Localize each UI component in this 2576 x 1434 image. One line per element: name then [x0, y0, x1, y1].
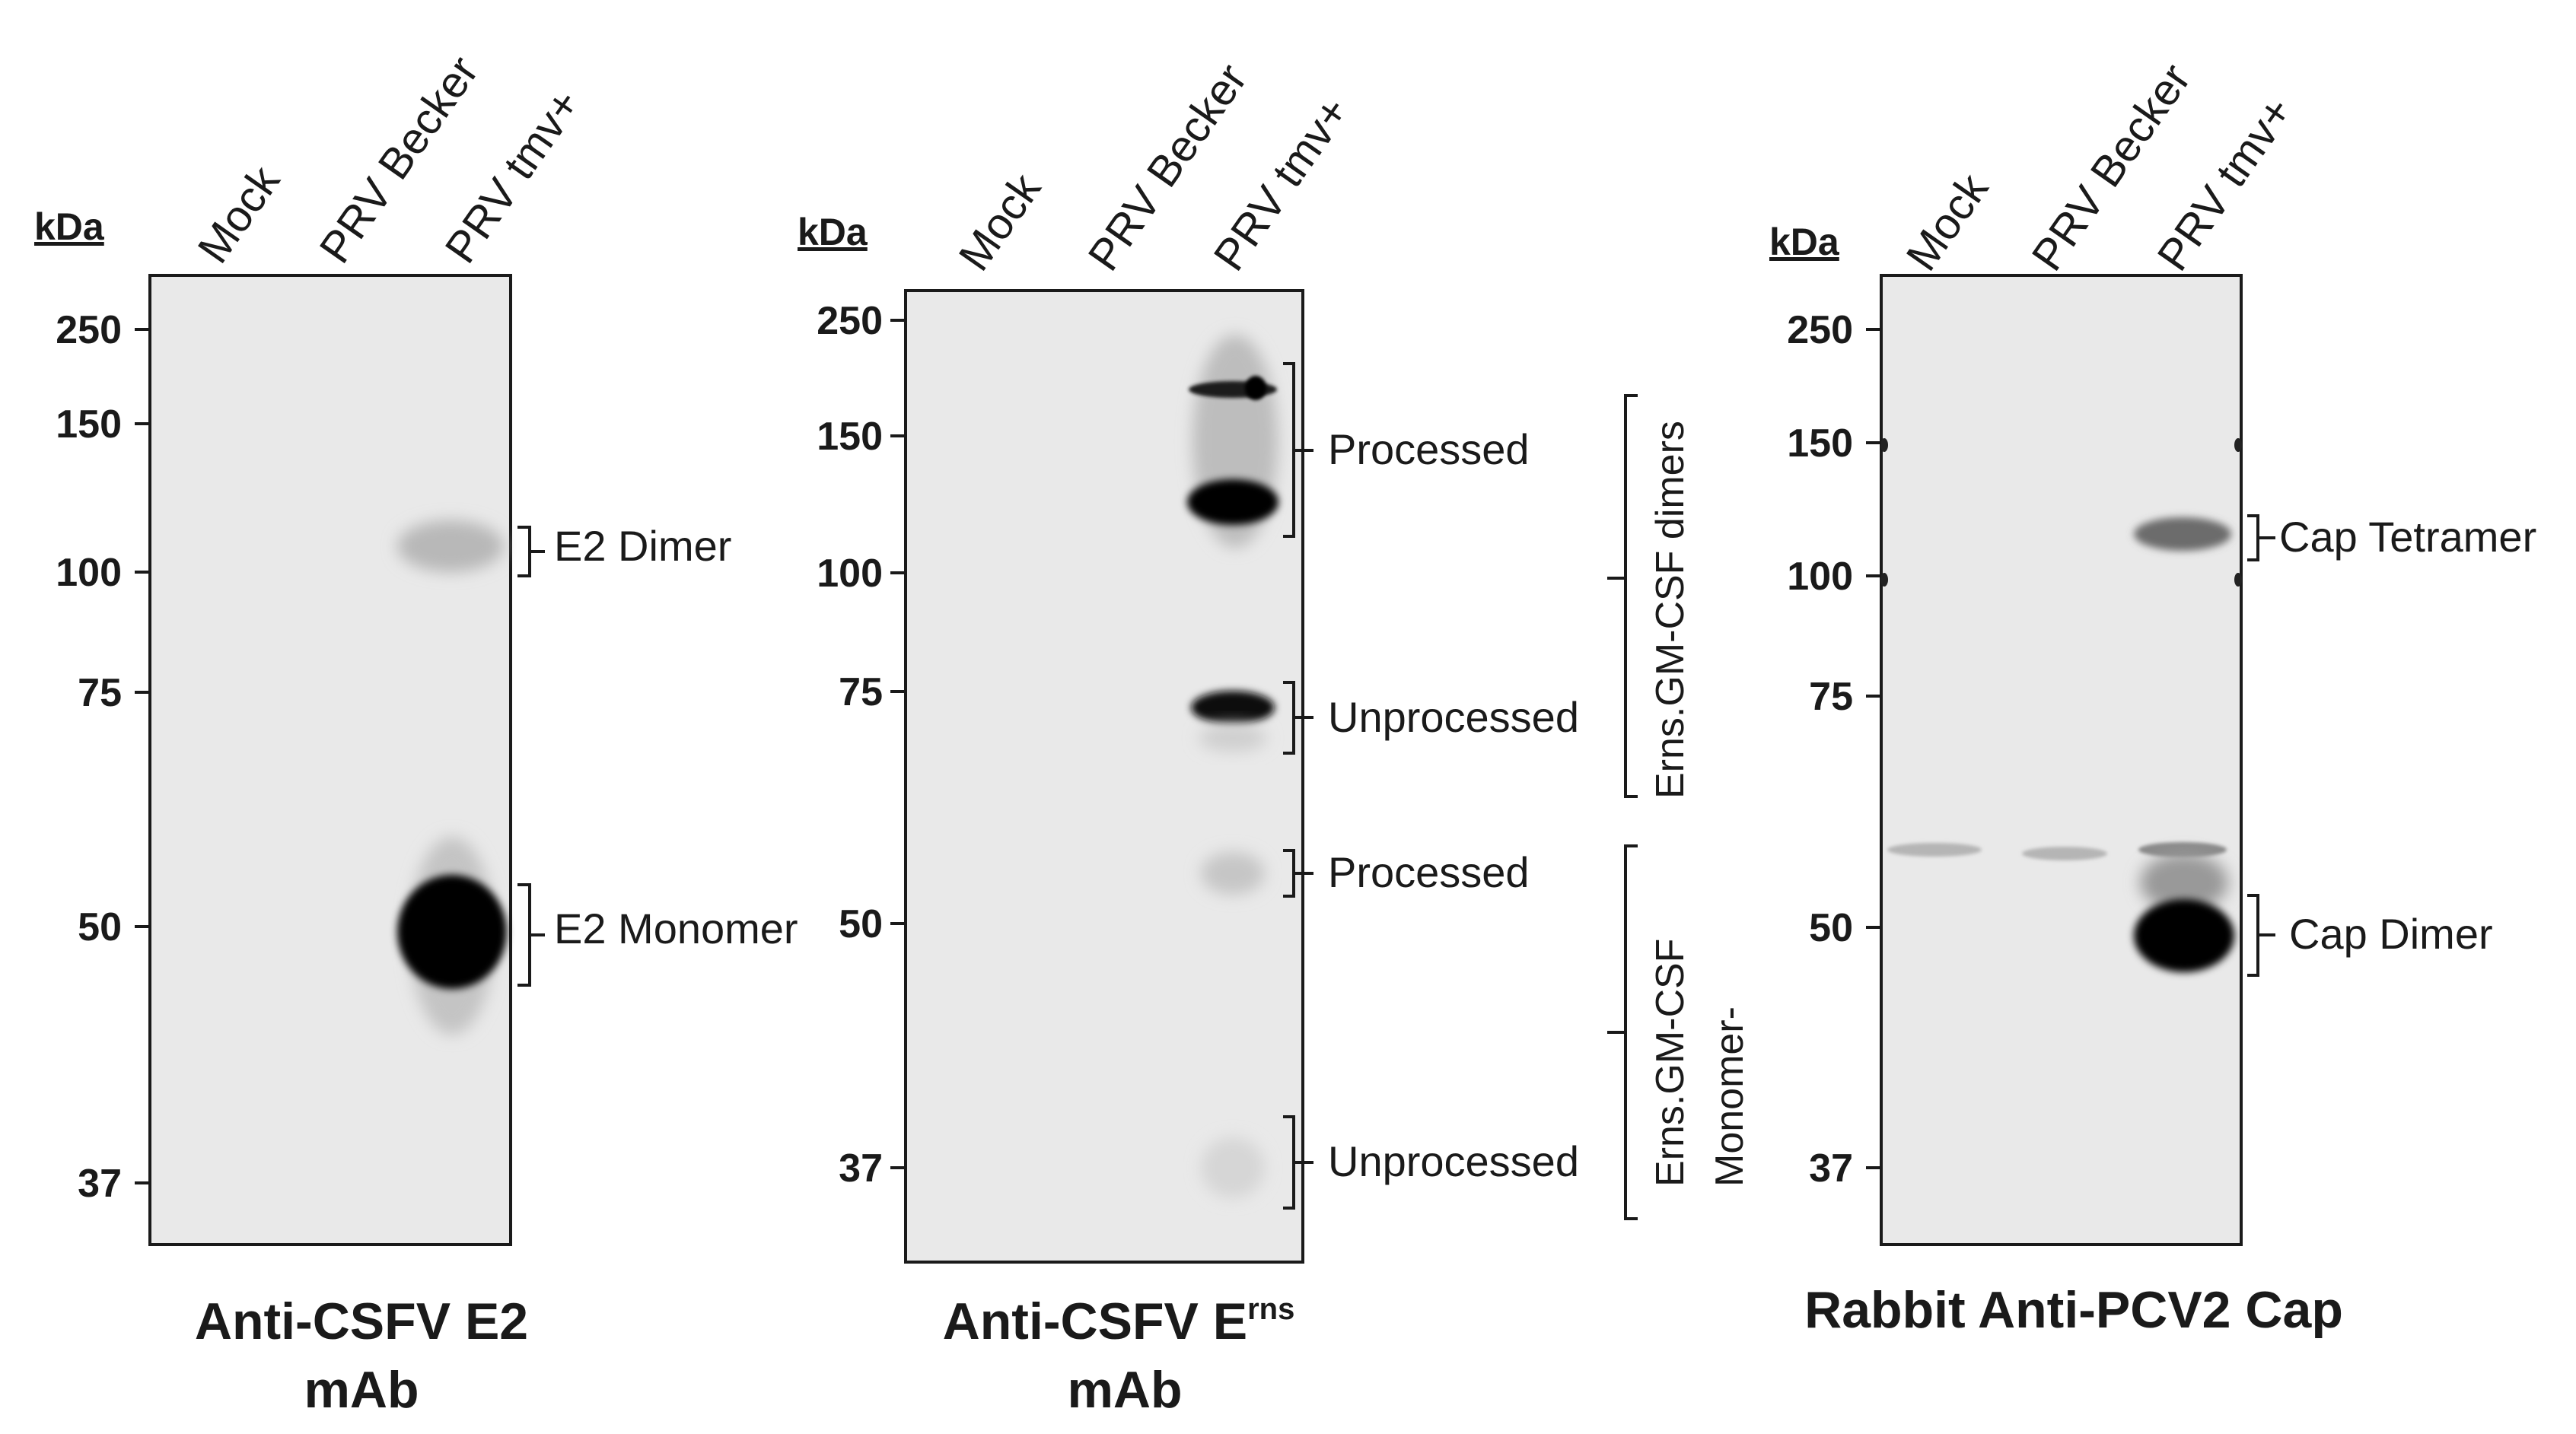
- kda-header: kDa: [34, 205, 105, 248]
- band-spot: [1245, 376, 1266, 400]
- blot-membrane: [1880, 274, 2243, 1246]
- bracket-unprocessed-monomer: [1283, 1115, 1313, 1210]
- mw-marker: 50: [839, 902, 883, 946]
- blot-bands: [1880, 438, 2242, 972]
- panel-title: Rabbit Anti-PCV2 Cap: [1804, 1281, 2343, 1339]
- membrane-edge-mark: [1880, 438, 1888, 452]
- membrane-edge-mark: [1880, 573, 1888, 587]
- kda-header: kDa: [1769, 221, 1840, 263]
- mw-marker: 50: [78, 905, 122, 949]
- mw-marker: 37: [1809, 1146, 1853, 1191]
- blot-membrane: [148, 274, 512, 1246]
- band-label-processed-dimer: Processed: [1328, 425, 1530, 473]
- band-cap-dimer: [2134, 899, 2234, 972]
- mw-marker: 75: [839, 670, 883, 714]
- mw-marker: 100: [56, 551, 122, 595]
- bracket-processed-dimer: [1283, 362, 1313, 538]
- bracket-e2-monomer: [517, 883, 545, 987]
- panel-title-line2: mAb: [1067, 1361, 1182, 1419]
- band-processed-dimer: [1187, 479, 1278, 525]
- band-nonspecific-tmv: [2138, 842, 2227, 857]
- kda-header: kDa: [798, 211, 868, 253]
- panel-title-main: Anti-CSFV E: [943, 1293, 1247, 1350]
- panel-anti-csfv-erns: kDa Mock PRV Becker PRV tmv+ 250 150 100…: [798, 55, 1752, 1419]
- mw-marker: 250: [817, 299, 883, 343]
- panel-title: Anti-CSFV Erns: [943, 1293, 1295, 1350]
- group-bracket-dimers: [1607, 394, 1638, 798]
- blot-bands: [1187, 335, 1278, 1198]
- bracket-e2-dimer: [517, 526, 545, 577]
- mw-marker: 150: [56, 402, 122, 447]
- band-label-processed-monomer: Processed: [1328, 848, 1530, 896]
- bracket-processed-monomer: [1283, 849, 1313, 898]
- lane-label-mock: Mock: [188, 157, 289, 272]
- band-e2-monomer: [397, 875, 507, 989]
- group-label-dimers: Erns.GM-CSF dimers: [1648, 421, 1692, 799]
- band-e2-dimer: [397, 520, 504, 572]
- mw-marker: 37: [78, 1162, 122, 1206]
- mw-marker: 150: [1787, 421, 1853, 466]
- bracket-unprocessed-dimer: [1283, 681, 1313, 755]
- mw-marker: 250: [1787, 308, 1853, 352]
- band-processed-monomer: [1201, 852, 1265, 895]
- band-unprocessed-dimer: [1191, 691, 1275, 724]
- mw-marker: 150: [817, 415, 883, 459]
- band-unprocessed-monomer: [1201, 1137, 1265, 1198]
- band-label-cap-dimer: Cap Dimer: [2289, 910, 2493, 958]
- band-label-e2-dimer: E2 Dimer: [554, 522, 731, 570]
- blot-bands: [397, 520, 507, 1035]
- mw-marker: 75: [78, 671, 122, 715]
- lane-label-mock: Mock: [1896, 164, 1998, 280]
- mw-marker: 37: [839, 1146, 883, 1191]
- membrane-edge-mark: [2234, 438, 2242, 452]
- panel-anti-csfv-e2: kDa Mock PRV Becker PRV tmv+ 250 150 100…: [34, 47, 798, 1419]
- panel-title-line2: mAb: [304, 1361, 419, 1419]
- mw-marker: 75: [1809, 675, 1853, 719]
- group-bracket-monomers: [1607, 844, 1638, 1220]
- band-label-unprocessed-monomer: Unprocessed: [1328, 1137, 1579, 1185]
- mw-marker: 50: [1809, 906, 1853, 950]
- bracket-cap-dimer: [2247, 894, 2275, 977]
- band-label-unprocessed-dimer: Unprocessed: [1328, 693, 1579, 741]
- band-nonspecific-mock: [1887, 843, 1982, 857]
- mw-marker: 100: [1787, 555, 1853, 599]
- group-label-monomers: Erns.GM-CSF: [1648, 939, 1692, 1187]
- band-cap-tetramer: [2134, 517, 2231, 551]
- panel-title: Anti-CSFV E2: [195, 1293, 528, 1350]
- band-nonspecific-becker: [2022, 847, 2107, 860]
- band-label-e2-monomer: E2 Monomer: [554, 905, 798, 952]
- band-smear: [2140, 854, 2228, 911]
- panel-rabbit-anti-pcv2-cap: kDa Mock PRV Becker PRV tmv+ 250 150 100: [1769, 55, 2536, 1339]
- lane-label-mock: Mock: [949, 164, 1050, 280]
- mw-marker: 250: [56, 308, 122, 352]
- bracket-cap-tetramer: [2247, 514, 2275, 561]
- band-faint: [1199, 724, 1267, 752]
- group-label-monomer-suffix: Monomer-: [1708, 1006, 1752, 1187]
- membrane-edge-mark: [2234, 573, 2242, 587]
- mw-marker: 100: [817, 552, 883, 596]
- panel-title-superscript: rns: [1247, 1293, 1294, 1326]
- band-label-cap-tetramer: Cap Tetramer: [2279, 513, 2536, 561]
